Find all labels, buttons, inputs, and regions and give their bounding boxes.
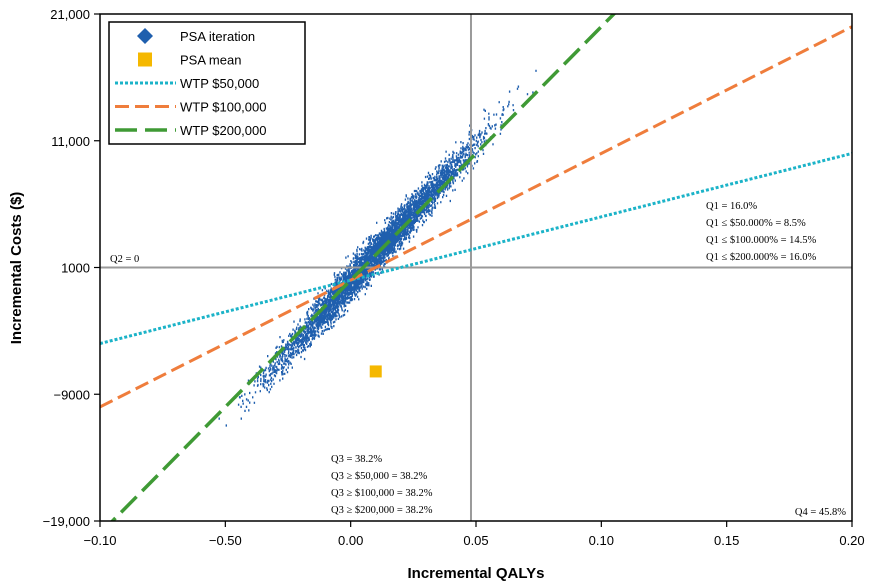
q3-annotation: Q3 ≥ $50,000 = 38.2% <box>331 471 428 482</box>
y-tick-label: 1000 <box>61 261 90 276</box>
y-tick-label: 21,000 <box>50 7 90 22</box>
psa-mean <box>369 365 382 378</box>
legend-label: PSA mean <box>180 53 241 68</box>
q2-annotation: Q2 = 0 <box>110 254 139 265</box>
psa-iterations <box>218 69 537 427</box>
x-tick-label: 0.15 <box>714 533 739 548</box>
x-tick-label: 0.00 <box>338 533 363 548</box>
legend-label: WTP $200,000 <box>180 123 266 138</box>
psa-mean-marker <box>369 365 382 378</box>
legend-square-marker <box>138 52 152 67</box>
legend-diamond-marker <box>137 28 153 44</box>
wtp-line-1 <box>100 151 852 346</box>
y-tick-label: −19,000 <box>43 514 90 529</box>
q1-annotation: Q1 ≤ $50.000% = 8.5% <box>706 218 806 229</box>
legend-label: WTP $50,000 <box>180 76 259 91</box>
x-tick-label: 0.05 <box>463 533 488 548</box>
legend-entry: WTP $100,000 <box>115 100 266 115</box>
legend-entry: WTP $200,000 <box>115 123 266 138</box>
x-tick-label: 0.20 <box>839 533 864 548</box>
wtp-lines <box>100 14 852 521</box>
reference-lines <box>100 14 852 521</box>
q3-annotation: Q3 ≥ $100,000 = 38.2% <box>331 488 433 499</box>
q4-annotation: Q4 = 45.8% <box>795 507 846 518</box>
psa-iteration-points <box>218 69 537 427</box>
y-tick-label: −9000 <box>53 387 90 402</box>
legend-entry: PSA mean <box>138 52 241 68</box>
q3-annotation: Q3 = 38.2% <box>331 454 382 465</box>
q1-annotation: Q1 ≤ $200.000% = 16.0% <box>706 252 817 263</box>
legend-label: WTP $100,000 <box>180 100 266 115</box>
legend-entry: PSA iteration <box>137 28 255 44</box>
y-axis-title: Incremental Costs ($) <box>8 192 25 345</box>
q3-annotation: Q3 ≥ $200,000 = 38.2% <box>331 505 433 516</box>
q1-annotation: Q1 ≤ $100.000% = 14.5% <box>706 235 817 246</box>
legend: PSA iteration PSA mean WTP $50,000 WTP $100… <box>108 21 306 145</box>
x-tick-label: −0.50 <box>209 533 242 548</box>
x-tick-label: −0.10 <box>84 533 117 548</box>
x-axis-title: Incremental QALYs <box>408 565 545 582</box>
quadrant-annotations: Q1 = 16.0% Q1 ≤ $50.000% = 8.5% Q1 ≤ $100.… <box>110 201 846 518</box>
y-tick-label: 11,000 <box>51 134 90 149</box>
x-tick-label: 0.10 <box>589 533 614 548</box>
legend-entry: WTP $50,000 <box>115 76 259 91</box>
q1-annotation: Q1 = 16.0% <box>706 201 757 212</box>
axis-ticks: −0.10 −0.50 0.00 0.05 0.10 0.15 0.20 −19,000 −90… <box>43 7 865 548</box>
legend-label: PSA iteration <box>180 29 255 44</box>
wtp-line-2 <box>100 25 852 409</box>
